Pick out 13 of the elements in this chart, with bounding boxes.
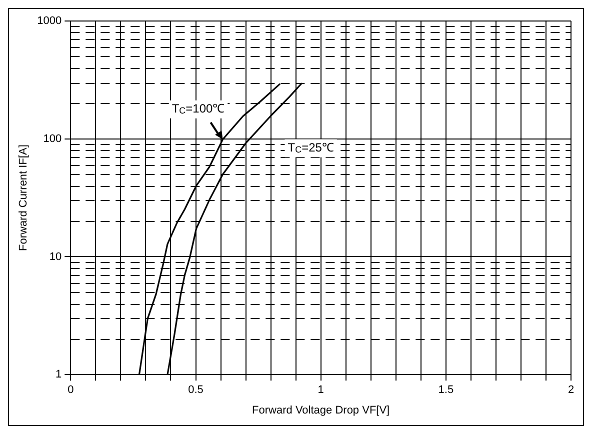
y-axis-title: Forward Current IF[A] — [18, 144, 30, 251]
series-label: TC=100℃ — [172, 102, 225, 116]
x-tick-label: 2 — [568, 384, 574, 396]
y-tick-label: 10 — [49, 250, 62, 263]
x-tick-label: 0.5 — [188, 384, 204, 396]
x-axis-title: Forward Voltage Drop VF[V] — [252, 404, 390, 416]
y-tick-label: 100 — [43, 132, 62, 145]
x-tick-label: 0 — [68, 384, 74, 396]
x-tick-label: 1 — [318, 384, 324, 396]
x-tick-label: 1.5 — [438, 384, 454, 396]
text: TC=25℃ — [288, 140, 334, 155]
y-tick-label: 1 — [56, 368, 62, 381]
y-tick-label: 1000 — [37, 15, 62, 28]
